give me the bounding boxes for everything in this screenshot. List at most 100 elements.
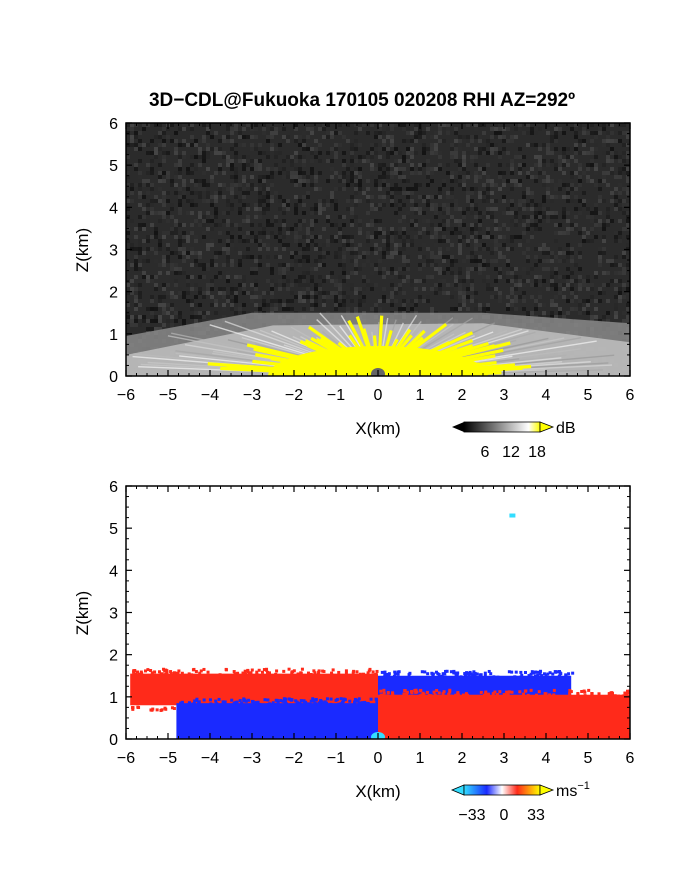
velocity-ylabel: Z(km) [73, 591, 92, 635]
noise-cell [186, 299, 190, 303]
noise-cell [398, 171, 402, 175]
noise-cell [374, 151, 378, 155]
noise-cell [554, 259, 558, 263]
noise-cell [250, 143, 254, 147]
velocity-speckle [187, 672, 191, 676]
noise-cell [610, 171, 614, 175]
noise-cell [158, 123, 162, 127]
noise-cell [350, 283, 354, 287]
noise-cell [550, 199, 554, 203]
noise-cell [618, 171, 622, 175]
velocity-speckle [418, 742, 421, 745]
noise-cell [294, 179, 298, 183]
noise-cell [494, 223, 498, 227]
noise-cell [314, 259, 318, 263]
velocity-speckle [423, 670, 427, 674]
noise-cell [354, 183, 358, 187]
noise-cell [234, 183, 238, 187]
noise-cell [138, 203, 142, 207]
velocity-speckle [358, 672, 362, 676]
velocity-data-layer [130, 513, 630, 746]
noise-cell [486, 307, 490, 311]
noise-cell [130, 143, 134, 147]
velocity-speckle [306, 671, 310, 675]
noise-cell [534, 155, 538, 159]
noise-cell [582, 307, 586, 311]
noise-cell [194, 139, 198, 143]
noise-cell [494, 247, 498, 251]
noise-cell [266, 139, 270, 143]
noise-cell [242, 163, 246, 167]
velocity-speckle [529, 672, 533, 676]
noise-cell [414, 287, 418, 291]
noise-cell [606, 311, 610, 315]
noise-cell [374, 203, 378, 207]
noise-cell [290, 291, 294, 295]
noise-cell [410, 207, 414, 211]
noise-cell [218, 287, 222, 291]
noise-cell [354, 167, 358, 171]
noise-cell [126, 203, 130, 207]
noise-cell [334, 151, 338, 155]
velocity-speckle [420, 742, 423, 745]
noise-cell [522, 195, 526, 199]
noise-cell [374, 167, 378, 171]
noise-cell [598, 259, 602, 263]
noise-cell [598, 263, 602, 267]
velocity-speckle [352, 669, 356, 673]
noise-cell [378, 123, 382, 127]
noise-cell [490, 235, 494, 239]
noise-cell [174, 267, 178, 271]
noise-cell [382, 163, 386, 167]
noise-cell [550, 255, 554, 259]
noise-cell [302, 179, 306, 183]
velocity-speckle [384, 741, 387, 744]
noise-cell [434, 151, 438, 155]
noise-cell [130, 279, 134, 283]
noise-cell [226, 239, 230, 243]
noise-cell [222, 151, 226, 155]
noise-cell [570, 295, 574, 299]
noise-cell [382, 131, 386, 135]
velocity-speckle [309, 699, 313, 703]
noise-cell [330, 135, 334, 139]
velocity-speckle [513, 675, 517, 679]
noise-cell [478, 147, 482, 151]
noise-cell [218, 147, 222, 151]
velocity-speckle [191, 702, 195, 706]
velocity-speckle [399, 743, 402, 746]
noise-cell [242, 179, 246, 183]
noise-cell [186, 283, 190, 287]
velocity-speckle [626, 691, 630, 695]
noise-cell [274, 167, 278, 171]
noise-cell [558, 179, 562, 183]
velocity-speckle [242, 697, 246, 701]
noise-cell [174, 175, 178, 179]
noise-cell [398, 187, 402, 191]
noise-cell [458, 243, 462, 247]
noise-cell [130, 319, 134, 323]
noise-cell [402, 227, 406, 231]
noise-cell [334, 255, 338, 259]
velocity-speckle [523, 689, 527, 693]
noise-cell [374, 283, 378, 287]
noise-cell [310, 171, 314, 175]
noise-cell [474, 275, 478, 279]
noise-cell [462, 143, 466, 147]
noise-cell [494, 135, 498, 139]
noise-cell [474, 307, 478, 311]
x-tick-label: 0 [374, 387, 383, 404]
noise-cell [594, 135, 598, 139]
noise-cell [234, 295, 238, 299]
velocity-speckle [257, 742, 260, 745]
noise-cell [550, 311, 554, 315]
noise-cell [270, 223, 274, 227]
noise-cell [414, 139, 418, 143]
noise-cell [594, 211, 598, 215]
noise-cell [354, 191, 358, 195]
noise-cell [546, 123, 550, 127]
noise-cell [506, 251, 510, 255]
velocity-speckle [294, 740, 297, 743]
noise-cell [346, 171, 350, 175]
noise-cell [190, 171, 194, 175]
